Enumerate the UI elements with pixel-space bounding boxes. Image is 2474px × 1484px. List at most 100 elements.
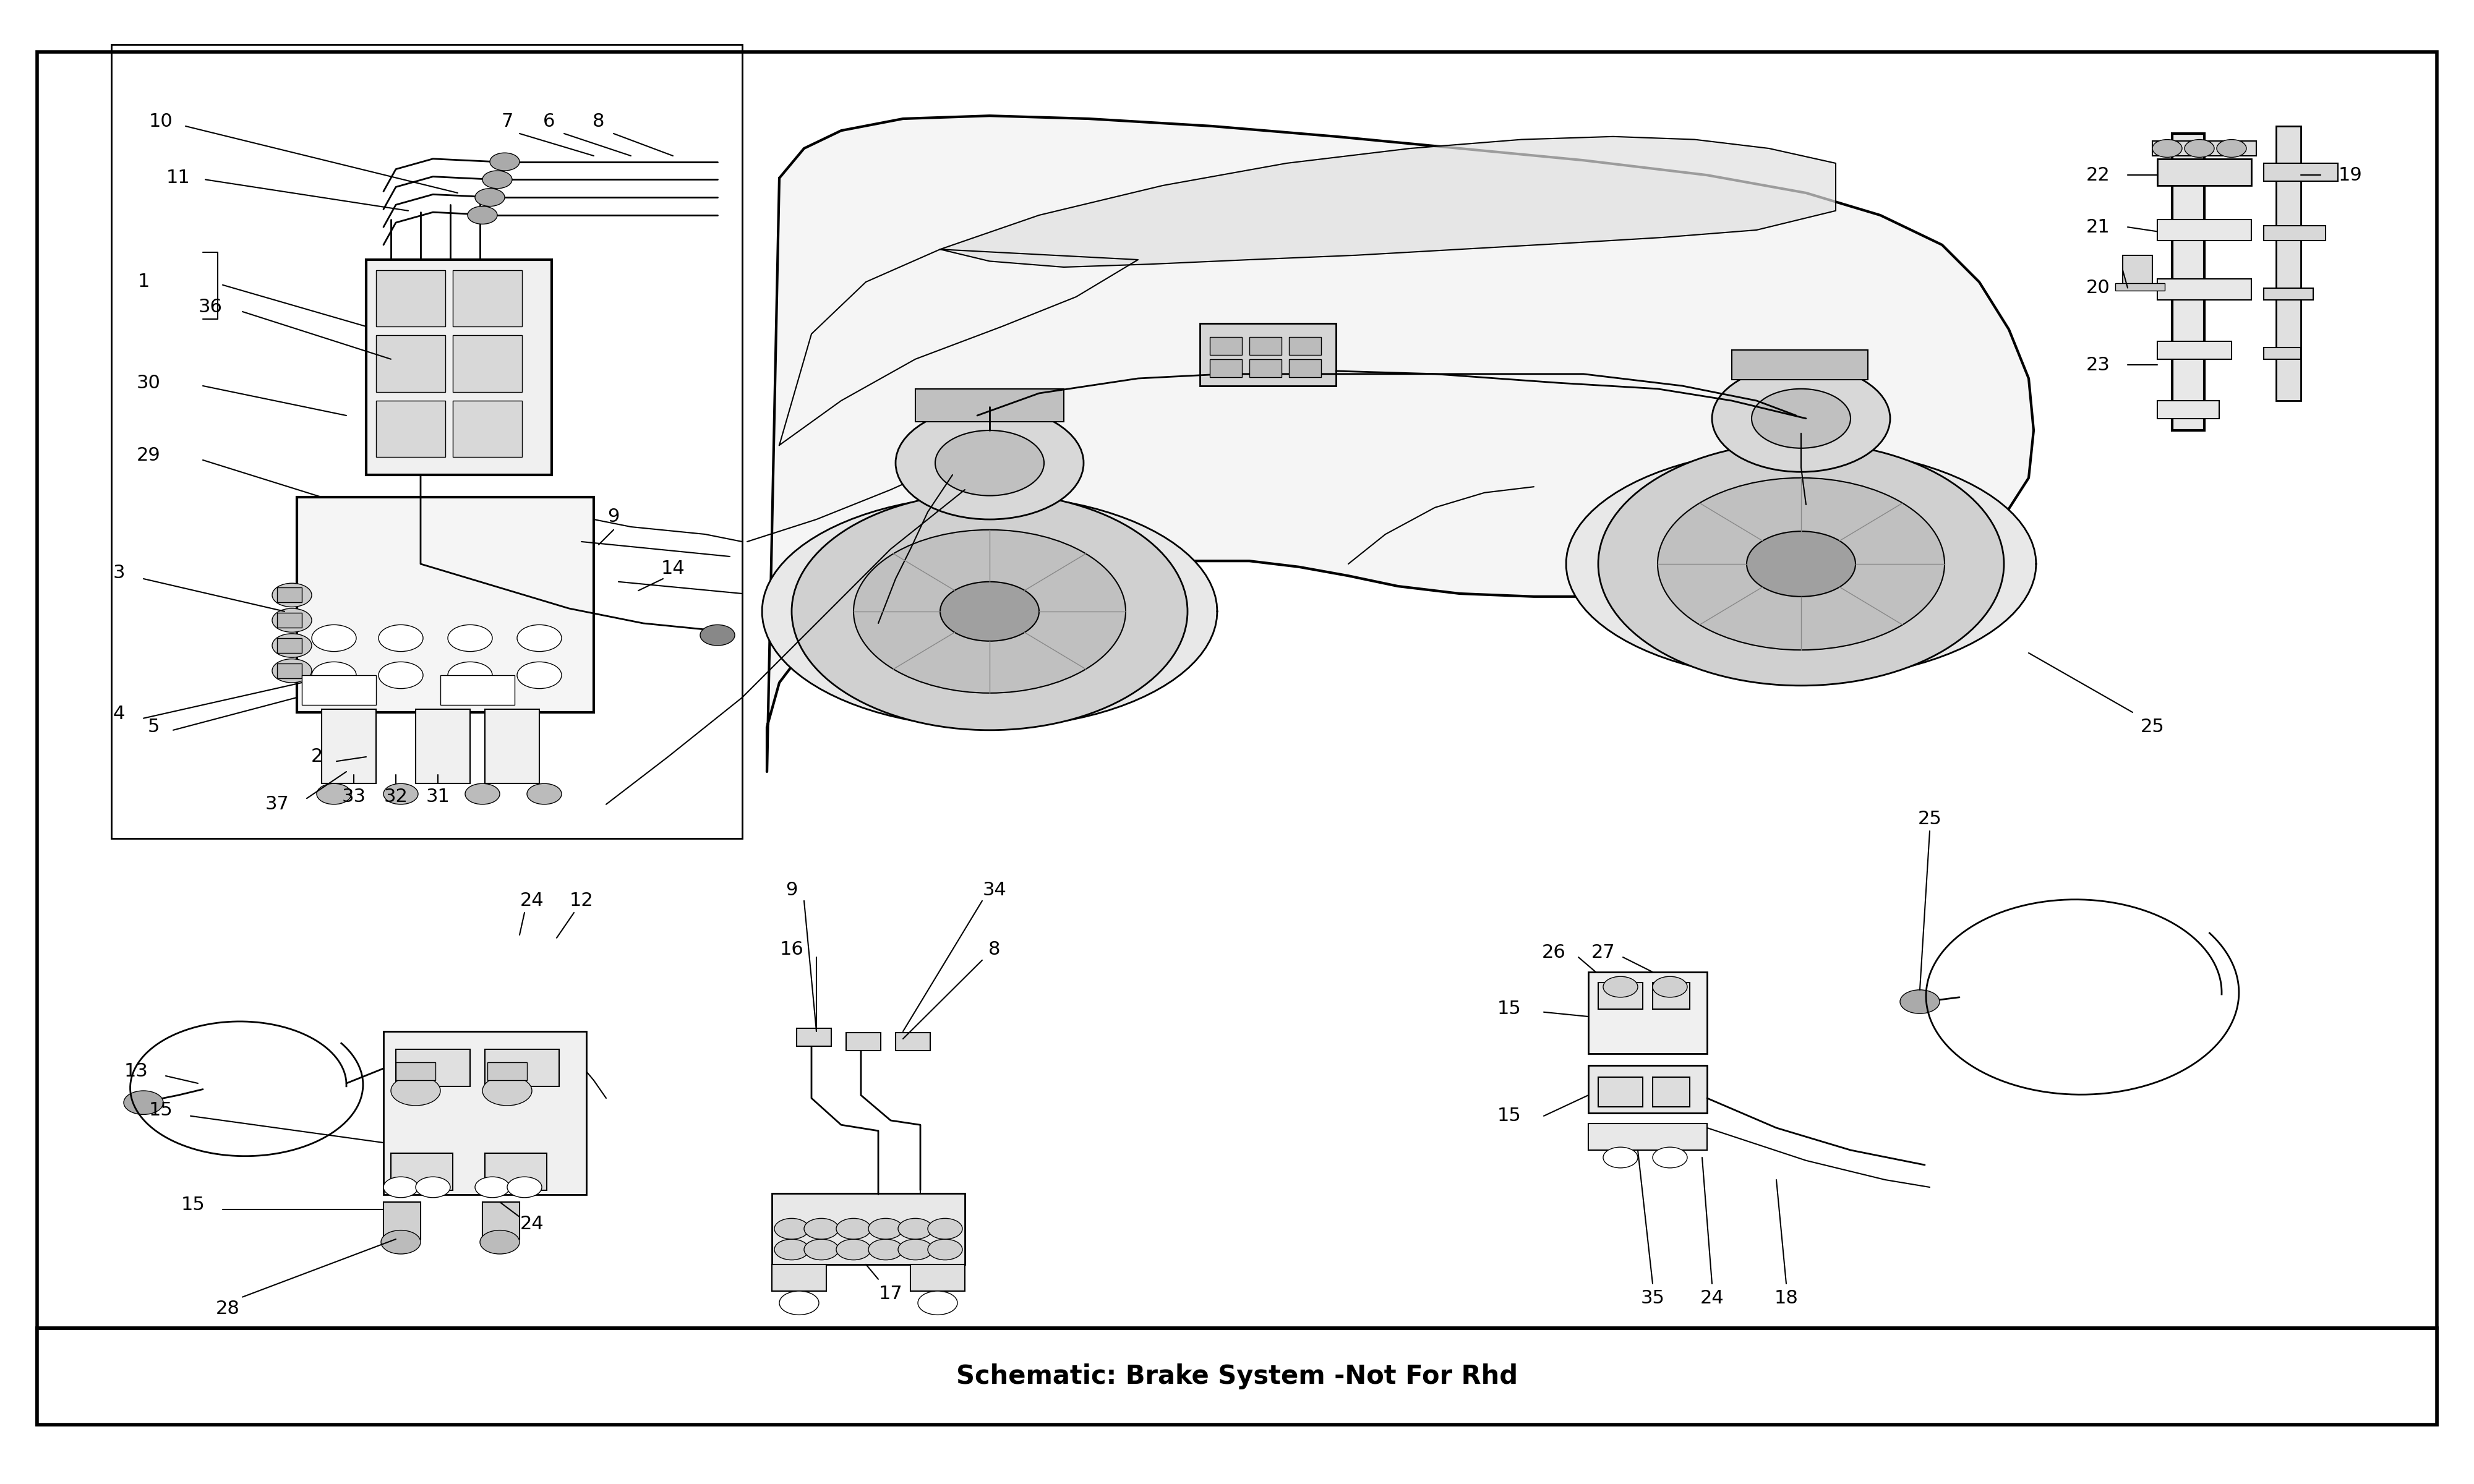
Bar bbox=[440, 675, 515, 705]
Text: 8: 8 bbox=[594, 113, 604, 131]
Circle shape bbox=[517, 625, 562, 651]
Text: 35: 35 bbox=[1640, 1290, 1665, 1307]
Bar bbox=[37, 1328, 2437, 1425]
Bar bbox=[1598, 982, 1643, 1009]
Bar bbox=[772, 1264, 826, 1291]
Circle shape bbox=[918, 1291, 957, 1315]
Bar bbox=[1289, 359, 1321, 377]
Bar bbox=[302, 675, 376, 705]
Bar bbox=[2115, 283, 2165, 291]
Circle shape bbox=[1712, 365, 1890, 472]
Circle shape bbox=[383, 784, 418, 804]
Text: 28: 28 bbox=[215, 1300, 240, 1318]
Bar bbox=[2172, 134, 2204, 430]
Circle shape bbox=[379, 625, 423, 651]
Text: 30: 30 bbox=[136, 374, 161, 392]
Text: 8: 8 bbox=[990, 941, 999, 959]
Circle shape bbox=[854, 530, 1126, 693]
Bar bbox=[1289, 337, 1321, 355]
Text: 9: 9 bbox=[787, 881, 797, 899]
Circle shape bbox=[475, 1177, 510, 1198]
Bar bbox=[485, 709, 539, 784]
Circle shape bbox=[517, 662, 562, 689]
Circle shape bbox=[700, 625, 735, 646]
Circle shape bbox=[2152, 139, 2182, 157]
Bar bbox=[2157, 159, 2251, 186]
Circle shape bbox=[312, 625, 356, 651]
Text: 18: 18 bbox=[1774, 1290, 1799, 1307]
Bar bbox=[2157, 401, 2219, 418]
Bar bbox=[2276, 126, 2301, 401]
Bar bbox=[277, 613, 302, 628]
Bar bbox=[1653, 1077, 1690, 1107]
Circle shape bbox=[898, 1218, 933, 1239]
Bar bbox=[1653, 982, 1690, 1009]
Text: 25: 25 bbox=[2140, 718, 2165, 736]
Bar bbox=[416, 709, 470, 784]
Text: 37: 37 bbox=[265, 795, 289, 813]
Text: 36: 36 bbox=[198, 298, 223, 316]
Text: 5: 5 bbox=[148, 718, 158, 736]
Circle shape bbox=[836, 1218, 871, 1239]
Polygon shape bbox=[767, 116, 2034, 772]
Bar bbox=[2157, 220, 2251, 240]
Bar bbox=[2264, 347, 2301, 359]
Text: 11: 11 bbox=[166, 169, 190, 187]
Text: 6: 6 bbox=[544, 113, 554, 131]
Bar bbox=[910, 1264, 965, 1291]
Circle shape bbox=[1747, 531, 1856, 597]
Circle shape bbox=[391, 1076, 440, 1106]
Text: 19: 19 bbox=[2338, 166, 2363, 184]
Bar bbox=[2264, 163, 2338, 181]
Text: 12: 12 bbox=[569, 892, 594, 910]
Bar bbox=[396, 1049, 470, 1086]
Bar bbox=[2264, 288, 2313, 300]
Circle shape bbox=[836, 1239, 871, 1260]
Bar bbox=[277, 588, 302, 603]
Text: 15: 15 bbox=[148, 1101, 173, 1119]
Circle shape bbox=[774, 1239, 809, 1260]
Circle shape bbox=[774, 1218, 809, 1239]
Circle shape bbox=[527, 784, 562, 804]
Circle shape bbox=[383, 1177, 418, 1198]
Circle shape bbox=[482, 1076, 532, 1106]
Circle shape bbox=[928, 1239, 962, 1260]
Polygon shape bbox=[762, 496, 1217, 727]
Text: 32: 32 bbox=[383, 788, 408, 806]
Text: 1: 1 bbox=[139, 273, 148, 291]
Text: 14: 14 bbox=[661, 559, 685, 577]
Circle shape bbox=[312, 662, 356, 689]
Circle shape bbox=[507, 1177, 542, 1198]
Circle shape bbox=[804, 1239, 839, 1260]
Bar bbox=[376, 401, 445, 457]
Text: 13: 13 bbox=[124, 1063, 148, 1080]
Circle shape bbox=[448, 662, 492, 689]
Circle shape bbox=[928, 1218, 962, 1239]
Bar bbox=[396, 1063, 435, 1080]
Text: 24: 24 bbox=[520, 892, 544, 910]
Text: 24: 24 bbox=[520, 1215, 544, 1233]
Circle shape bbox=[490, 153, 520, 171]
Bar bbox=[391, 1153, 453, 1190]
Bar bbox=[2264, 226, 2326, 240]
Bar bbox=[1588, 1123, 1707, 1150]
Bar bbox=[1210, 359, 1242, 377]
Circle shape bbox=[475, 188, 505, 206]
Circle shape bbox=[1658, 478, 1945, 650]
Text: 15: 15 bbox=[1497, 1000, 1522, 1018]
Circle shape bbox=[868, 1239, 903, 1260]
Circle shape bbox=[898, 1239, 933, 1260]
Bar bbox=[376, 335, 445, 392]
Circle shape bbox=[935, 430, 1044, 496]
Polygon shape bbox=[1566, 448, 2036, 680]
Circle shape bbox=[272, 608, 312, 632]
Text: 20: 20 bbox=[2086, 279, 2110, 297]
Circle shape bbox=[779, 1291, 819, 1315]
Bar bbox=[383, 1031, 586, 1195]
Circle shape bbox=[896, 407, 1084, 519]
Circle shape bbox=[792, 493, 1188, 730]
Text: 34: 34 bbox=[982, 881, 1007, 899]
Text: 23: 23 bbox=[2086, 356, 2110, 374]
Bar bbox=[383, 1202, 421, 1239]
Text: 29: 29 bbox=[136, 447, 161, 464]
